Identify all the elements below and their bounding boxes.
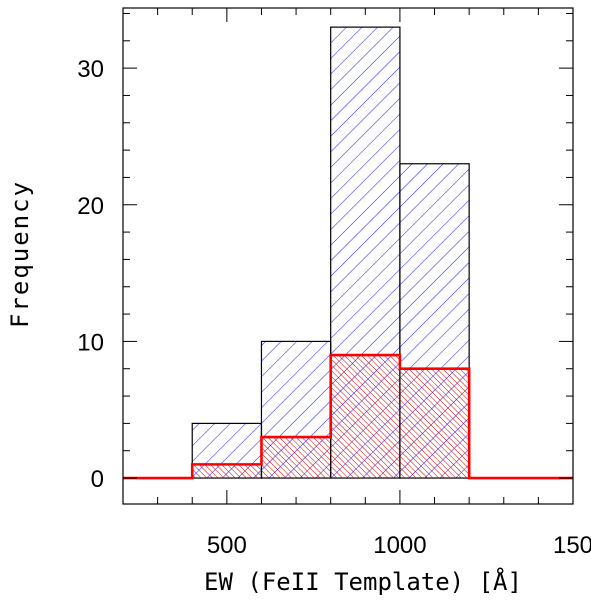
- x-axis-title: EW (FeII Template) [Å]: [204, 567, 522, 596]
- red-bar-1: [192, 464, 262, 479]
- red-bar-3: [330, 355, 400, 479]
- y-tick-label: 20: [77, 193, 104, 220]
- x-tick-label: 1000: [373, 532, 426, 559]
- plot-frame: [122, 7, 574, 505]
- red-step-outline: [123, 353, 573, 480]
- red-bar-2: [261, 437, 331, 479]
- y-axis-title: Frequency: [6, 180, 34, 328]
- y-tick-label: 10: [77, 329, 104, 356]
- red-bar-4: [399, 368, 470, 479]
- x-tick-label: 500: [207, 532, 247, 559]
- y-tick-label: 0: [91, 466, 104, 493]
- axes: [122, 7, 574, 505]
- y-tick-label: 30: [77, 56, 104, 83]
- x-tick-label: 150: [553, 532, 591, 559]
- plot-area: [123, 26, 573, 480]
